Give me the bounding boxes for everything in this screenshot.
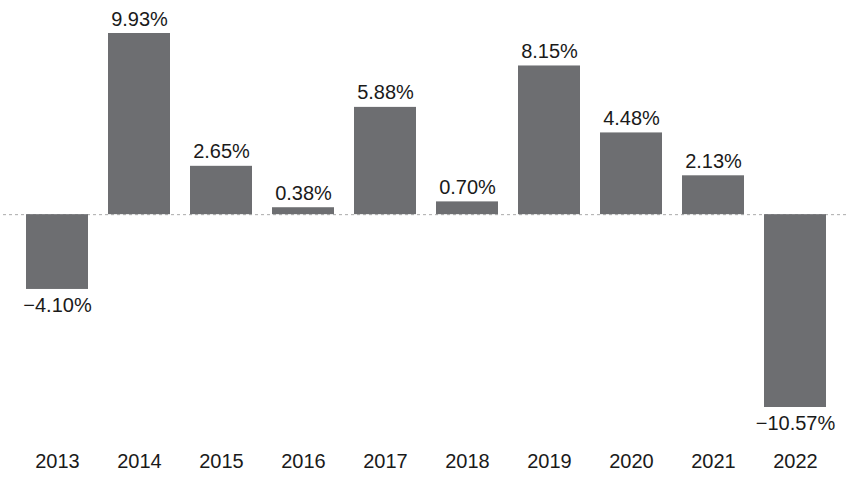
svg-text:−4.10%: −4.10% — [23, 294, 92, 316]
svg-text:2019: 2019 — [527, 450, 572, 472]
svg-text:2.13%: 2.13% — [685, 150, 742, 172]
svg-text:2020: 2020 — [609, 450, 654, 472]
svg-text:2018: 2018 — [445, 450, 490, 472]
svg-text:2013: 2013 — [35, 450, 80, 472]
svg-text:2022: 2022 — [773, 450, 818, 472]
svg-text:2021: 2021 — [691, 450, 736, 472]
svg-text:5.88%: 5.88% — [357, 81, 414, 103]
svg-text:2014: 2014 — [117, 450, 162, 472]
svg-text:0.70%: 0.70% — [439, 176, 496, 198]
svg-text:2016: 2016 — [281, 450, 326, 472]
svg-text:−10.57%: −10.57% — [756, 412, 836, 434]
svg-text:2017: 2017 — [363, 450, 408, 472]
svg-text:8.15%: 8.15% — [521, 40, 578, 62]
svg-text:2015: 2015 — [199, 450, 244, 472]
svg-text:2.65%: 2.65% — [193, 140, 250, 162]
svg-text:9.93%: 9.93% — [111, 8, 168, 30]
svg-text:0.38%: 0.38% — [275, 182, 332, 204]
svg-text:4.48%: 4.48% — [603, 107, 660, 129]
